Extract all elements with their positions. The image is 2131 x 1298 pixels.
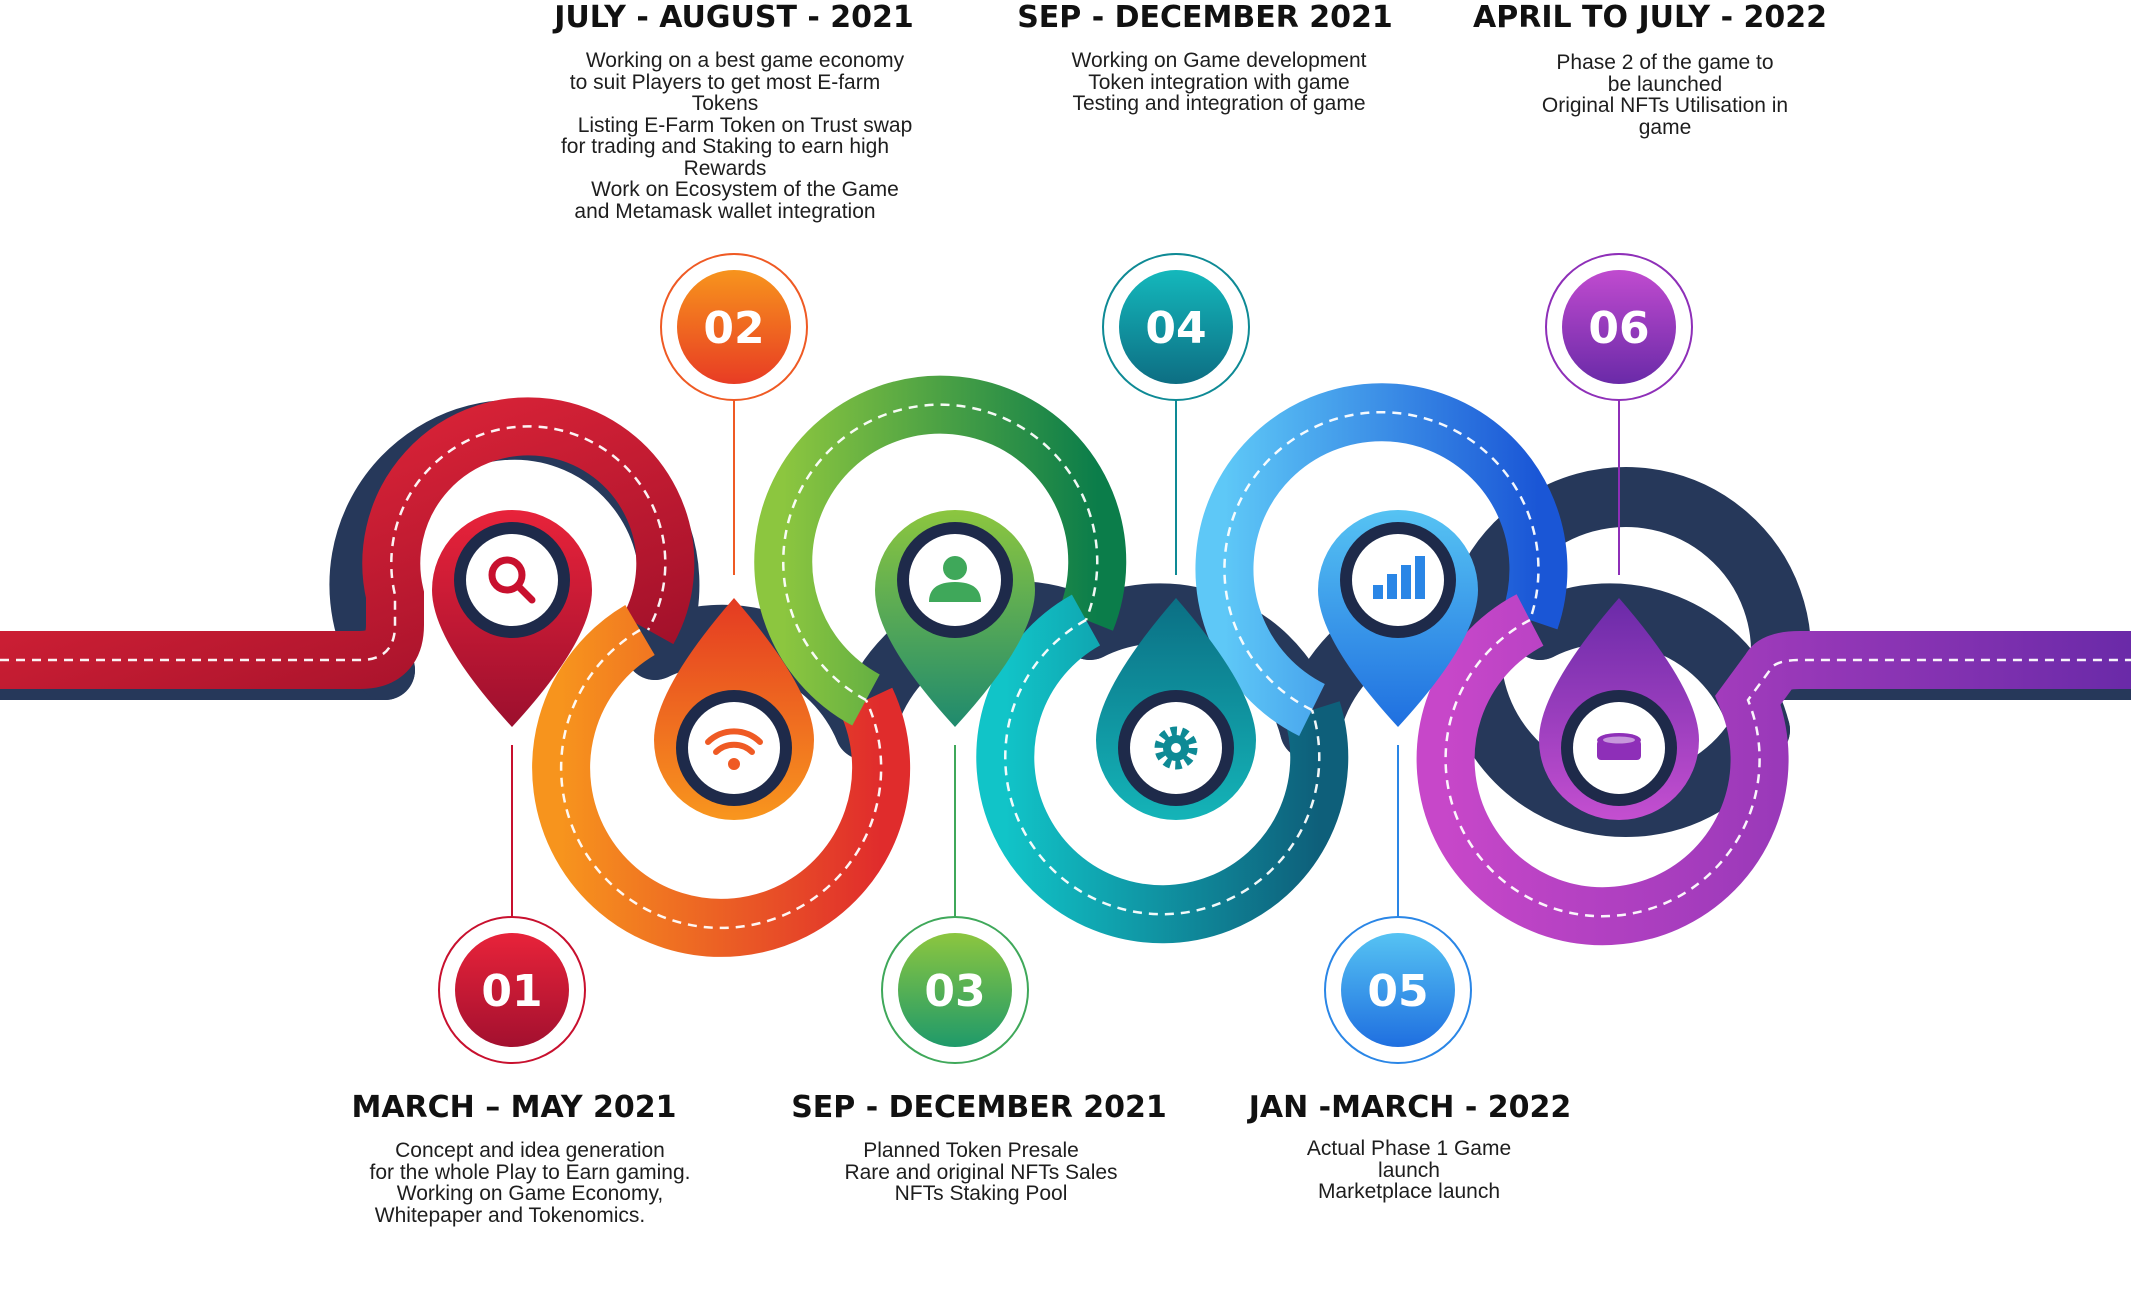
database-icon [1597,733,1641,760]
badge-number: 05 [1367,966,1428,1017]
badge-05: 05 [1324,916,1472,1064]
description-line: launch [1378,1158,1440,1182]
badge-number: 04 [1145,303,1206,354]
milestone-04-period: SEP - DECEMBER 2021 [1017,0,1393,35]
badge-04: 04 [1102,253,1250,401]
user-icon [929,556,981,602]
gear-icon [1154,726,1198,770]
description-line: Working on a best game economy [585,49,905,72]
description-line: Concept and idea generation [395,1139,665,1162]
description-line: Work on Ecosystem of the Game [591,178,899,201]
wifi-icon [705,728,763,770]
pin-05 [1318,510,1478,727]
milestone-06-period: APRIL TO JULY - 2022 [1473,0,1827,35]
description-line: Marketplace launch [1317,1180,1501,1203]
pin-02 [654,598,814,820]
milestone-01-description: Concept and idea generation for the whol… [300,1140,760,1226]
description-line: to suit Players to get most E-farm [569,70,881,94]
badge-06: 06 [1545,253,1693,401]
description-line: NFTs Staking Pool [894,1182,1068,1205]
milestone-02-period: JULY - AUGUST - 2021 [554,0,914,35]
description-line: game [1638,115,1692,139]
track-dashes [0,403,2131,930]
milestone-02-description: Working on a best game economy to suit P… [495,50,955,222]
milestone-01-period: MARCH – MAY 2021 [351,1090,677,1125]
description-line: and Metamask wallet integration [574,199,876,223]
description-line: Token integration with game [1088,70,1350,94]
badge-02: 02 [660,253,808,401]
badge-03: 03 [881,916,1029,1064]
description-line: Rare and original NFTs Sales [844,1160,1118,1184]
description-line: Phase 2 of the game to [1556,51,1774,74]
description-line: Tokens [691,92,759,115]
description-line: Testing and integration of game [1072,92,1366,115]
milestone-03-description: Planned Token Presale Rare and original … [751,1140,1211,1205]
badge-number: 03 [924,966,985,1017]
milestone-05-period: JAN -MARCH - 2022 [1248,1090,1572,1125]
badge-number: 06 [1588,303,1649,354]
description-line: Original NFTs Utilisation in [1541,94,1789,117]
pin-04 [1096,598,1256,820]
description-line: be launched [1607,72,1723,96]
description-line: for trading and Staking to earn high [560,135,890,158]
bar-chart-icon [1373,556,1425,599]
description-line: Planned Token Presale [863,1139,1079,1162]
description-line: Working on Game Economy, [396,1182,664,1205]
pin-01 [432,510,592,727]
magnifier-icon [488,556,536,604]
description-line: Listing E-Farm Token on Trust swap [577,113,913,137]
description-line: Whitepaper and Tokenomics. [374,1203,646,1227]
track-segment-red [0,397,695,689]
badge-number: 02 [703,303,764,354]
description-line: for the whole Play to Earn gaming. [369,1160,691,1184]
pin-06 [1539,598,1699,820]
milestone-04-description: Working on Game development Token integr… [989,50,1449,115]
milestone-06-description: Phase 2 of the game to be launched Origi… [1435,52,1895,138]
track [0,375,2131,957]
milestone-05-description: Actual Phase 1 Game launch Marketplace l… [1179,1138,1639,1203]
description-line: Working on Game development [1071,49,1367,72]
connectors [511,400,1620,920]
description-line: Actual Phase 1 Game [1306,1137,1512,1160]
description-line: Rewards [683,156,767,180]
badge-number: 01 [481,966,542,1017]
milestone-03-period: SEP - DECEMBER 2021 [791,1090,1167,1125]
badge-01: 01 [438,916,586,1064]
pin-03 [875,510,1035,727]
